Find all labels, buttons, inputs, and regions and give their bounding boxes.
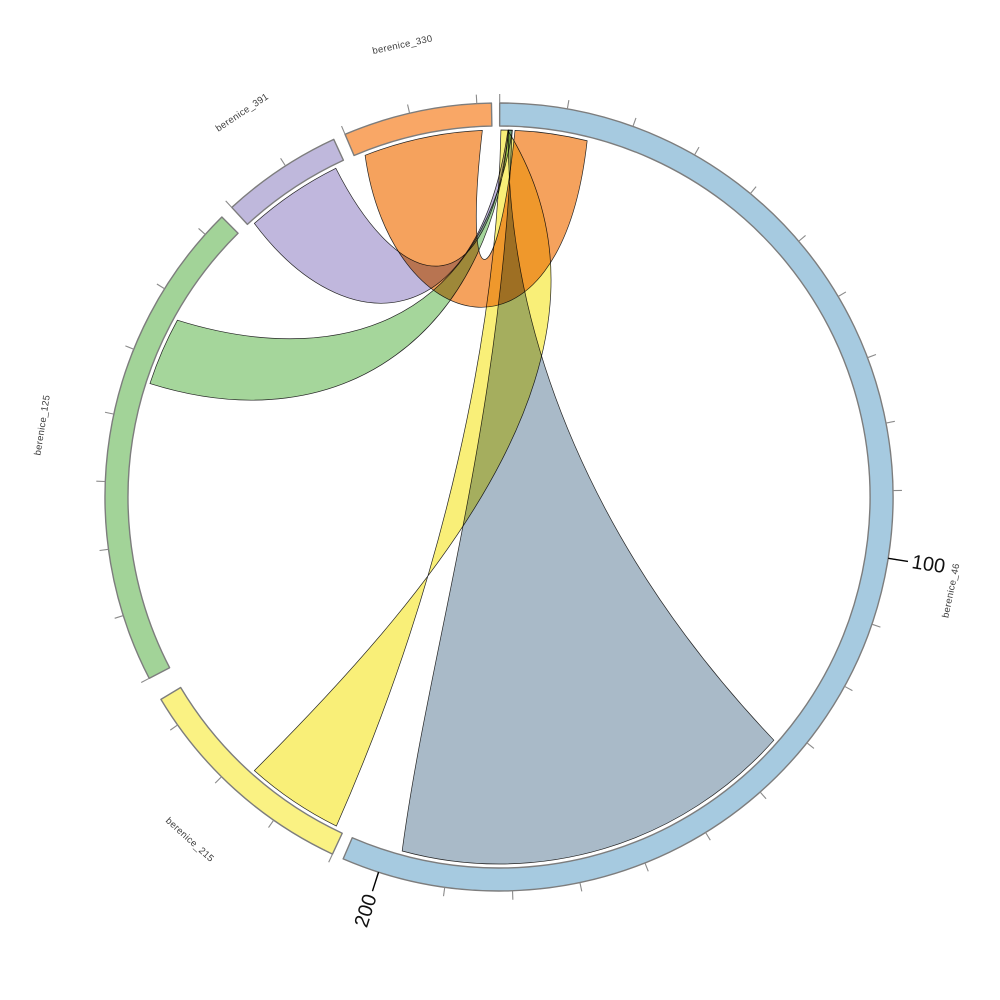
minor-tick — [632, 117, 637, 127]
minor-tick — [225, 200, 233, 208]
minor-tick — [407, 104, 411, 114]
minor-tick — [749, 186, 757, 194]
minor-tick — [99, 548, 109, 552]
minor-tick — [140, 677, 150, 683]
minor-tick — [844, 685, 853, 692]
ribbon-links — [149, 129, 775, 865]
sector-bands — [104, 102, 894, 892]
link-green-125-to-46 — [149, 129, 513, 401]
sector-berenice_215 — [160, 686, 343, 855]
major-tick-100 — [888, 557, 909, 563]
minor-tick — [198, 228, 206, 235]
sector-label-berenice_391: berenice_391 — [214, 91, 271, 134]
minor-tick — [156, 283, 165, 290]
sector-berenice_46 — [342, 102, 894, 892]
axis-ticks: 100 200 — [96, 93, 947, 931]
minor-tick — [871, 623, 881, 628]
sector-label-berenice_330: berenice_330 — [371, 33, 433, 57]
minor-tick — [125, 345, 134, 350]
sector-label-berenice_215: berenice_215 — [163, 815, 216, 864]
minor-tick — [104, 411, 114, 415]
minor-tick — [837, 291, 847, 297]
minor-tick — [114, 615, 124, 619]
minor-tick — [341, 125, 346, 135]
major-tick-200 — [371, 871, 380, 892]
minor-tick — [694, 146, 700, 156]
link-orange-330-to-46 — [364, 129, 588, 308]
minor-tick — [705, 832, 711, 841]
axis-tick-label-100: 100 — [910, 551, 946, 578]
minor-tick — [280, 158, 286, 167]
minor-tick — [328, 853, 333, 863]
sector-label-berenice_125: berenice_125 — [32, 394, 52, 456]
sector-berenice_125 — [104, 216, 239, 680]
minor-tick — [214, 776, 222, 784]
sector-berenice_330 — [344, 102, 493, 157]
minor-tick — [885, 420, 895, 424]
sector-berenice_391 — [231, 138, 345, 226]
minor-tick — [644, 862, 649, 872]
minor-tick — [579, 882, 583, 892]
minor-tick — [759, 791, 767, 800]
minor-tick — [475, 94, 478, 104]
minor-tick — [798, 234, 806, 242]
minor-tick — [566, 100, 570, 110]
minor-tick — [806, 742, 815, 749]
minor-tick — [268, 819, 275, 828]
minor-tick — [442, 887, 446, 897]
minor-tick — [169, 724, 178, 731]
axis-tick-label-200: 200 — [351, 892, 382, 931]
minor-tick — [867, 354, 877, 359]
